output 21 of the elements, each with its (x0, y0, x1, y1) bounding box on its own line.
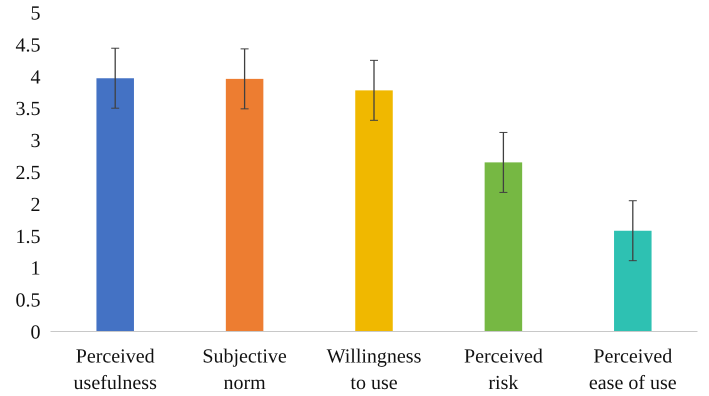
bar (355, 90, 393, 332)
y-tick-label: 4 (30, 66, 40, 88)
y-tick-label: 2 (30, 194, 40, 216)
x-tick-label: Perceived risk (464, 346, 543, 394)
x-tick-label: Perceived usefulness (74, 346, 158, 394)
y-tick-label: 0 (30, 322, 40, 344)
y-tick-label: 3 (30, 130, 40, 152)
bar (226, 78, 264, 332)
bar (96, 78, 134, 332)
y-tick-label: 1 (30, 258, 40, 280)
bar (484, 162, 522, 332)
y-tick-label: 3.5 (16, 98, 40, 120)
y-tick-label: 4.5 (16, 34, 40, 56)
bar (614, 230, 652, 332)
y-tick-label: 5 (30, 2, 40, 24)
y-tick-label: 1.5 (16, 226, 40, 248)
y-tick-label: 0.5 (16, 290, 40, 312)
y-tick-label: 2.5 (16, 162, 40, 184)
x-tick-label: Perceived ease of use (588, 346, 677, 394)
x-tick-label: Subjective norm (202, 346, 287, 394)
x-tick-label: Willingness to use (326, 346, 422, 394)
